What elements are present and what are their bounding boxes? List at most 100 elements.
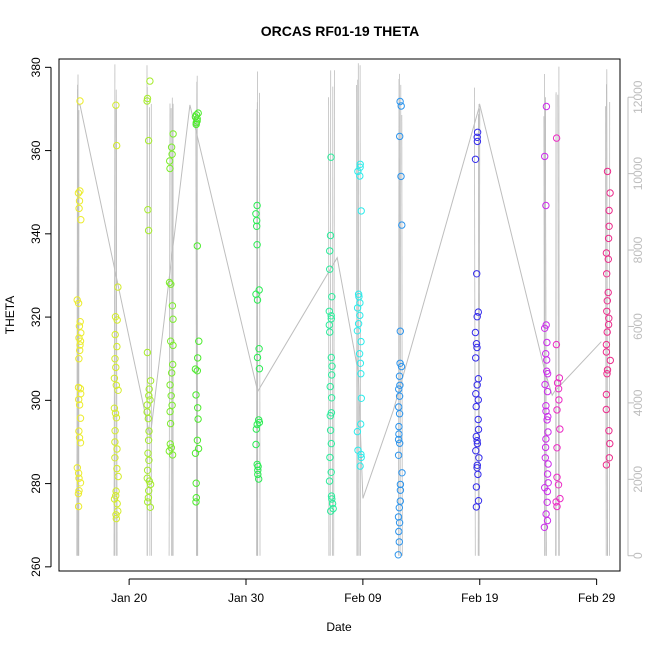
theta-point	[166, 157, 174, 165]
theta-point	[553, 406, 561, 414]
theta-point	[326, 453, 334, 462]
y2-tick-label: 2000	[631, 466, 645, 493]
theta-point	[396, 359, 404, 367]
theta-point	[541, 443, 550, 452]
theta-point	[396, 327, 404, 335]
theta-point	[555, 396, 563, 404]
theta-point	[328, 499, 337, 508]
altitude-sweep	[555, 92, 557, 556]
theta-point	[75, 204, 83, 213]
theta-point	[255, 475, 263, 483]
theta-point	[605, 427, 613, 435]
theta-point	[113, 445, 121, 453]
theta-point	[605, 454, 613, 462]
flight-series	[191, 109, 203, 506]
theta-point	[328, 371, 336, 379]
theta-point	[553, 473, 561, 481]
theta-point	[146, 396, 154, 404]
theta-point	[113, 464, 121, 473]
theta-point	[169, 130, 177, 138]
theta-point	[357, 394, 365, 402]
altitude-sweep	[168, 103, 171, 556]
theta-point	[553, 379, 562, 387]
theta-point	[472, 354, 480, 362]
altitude-sweep	[606, 84, 608, 556]
theta-point	[474, 308, 482, 316]
theta-point	[326, 247, 334, 255]
flight-series	[540, 102, 552, 531]
theta-point	[353, 427, 362, 436]
theta-point	[602, 340, 611, 349]
theta-point	[473, 133, 481, 142]
theta-point	[111, 438, 119, 446]
theta-point	[192, 494, 201, 502]
altitude-sweep	[557, 94, 560, 556]
theta-point	[76, 318, 84, 326]
theta-point	[194, 415, 202, 423]
theta-point	[353, 327, 362, 335]
theta-point	[169, 315, 177, 323]
theta-point	[145, 456, 153, 464]
flight-series	[471, 128, 483, 511]
theta-point	[327, 394, 336, 402]
altitude-sweep	[113, 64, 116, 556]
y-axis-label: THETA	[3, 296, 17, 334]
theta-point	[357, 370, 365, 378]
theta-point	[167, 392, 175, 400]
y2-tick-label: 8000	[631, 236, 645, 263]
theta-point	[77, 390, 85, 398]
theta-point	[76, 97, 84, 105]
theta-point	[74, 469, 83, 477]
y2-tick-label: 0	[631, 552, 645, 559]
theta-point	[553, 444, 561, 452]
theta-point	[605, 314, 613, 322]
theta-point	[143, 97, 151, 105]
altitude-sweep	[148, 107, 151, 556]
theta-point	[194, 354, 202, 362]
theta-point	[76, 439, 85, 447]
theta-point	[396, 97, 404, 106]
theta-point	[473, 343, 481, 352]
theta-point	[357, 420, 365, 428]
theta-point	[166, 381, 174, 389]
theta-point	[395, 403, 403, 411]
theta-point	[602, 405, 610, 414]
theta-point	[544, 412, 552, 421]
theta-point	[354, 167, 362, 176]
theta-point	[167, 280, 175, 288]
theta-point	[76, 187, 84, 195]
theta-point	[144, 494, 153, 502]
theta-point	[168, 401, 176, 409]
theta-point	[328, 293, 336, 301]
theta-point	[542, 201, 550, 210]
theta-point	[602, 249, 611, 257]
x-tick-label: Feb 09	[344, 591, 382, 605]
theta-point	[473, 464, 481, 472]
theta-point	[541, 484, 549, 492]
flight-series	[110, 101, 122, 523]
theta-point	[474, 415, 482, 424]
theta-point	[193, 367, 202, 375]
theta-point	[143, 466, 152, 474]
x-tick-label: Jan 20	[111, 591, 147, 605]
theta-point	[146, 377, 155, 385]
theta-point	[111, 313, 120, 321]
theta-point	[111, 355, 119, 363]
theta-point	[542, 407, 550, 415]
theta-point	[110, 495, 119, 503]
theta-point	[113, 342, 121, 351]
theta-point	[113, 141, 121, 150]
theta-point	[253, 241, 261, 249]
theta-point	[396, 480, 405, 489]
theta-point	[544, 428, 552, 436]
theta-point	[606, 439, 614, 448]
theta-point	[254, 470, 262, 479]
theta-point	[394, 435, 403, 444]
theta-point	[255, 286, 263, 294]
y-tick-label: 300	[29, 390, 43, 410]
theta-point	[543, 470, 552, 478]
y-tick-label: 320	[29, 307, 43, 327]
theta-point	[252, 425, 260, 433]
theta-point	[396, 381, 404, 389]
